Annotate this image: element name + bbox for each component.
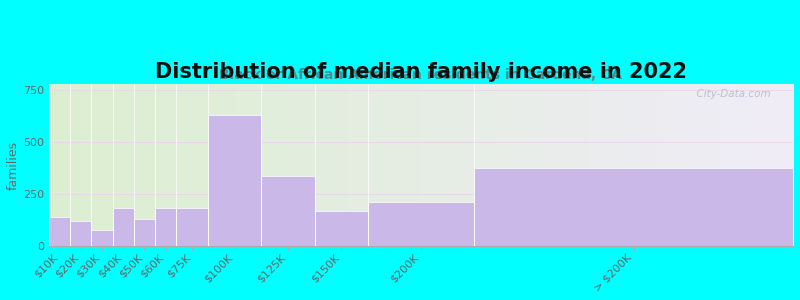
- Bar: [208, 115, 262, 246]
- Title: Distribution of median family income in 2022: Distribution of median family income in …: [155, 62, 687, 82]
- Bar: [134, 219, 155, 246]
- Text: City-Data.com: City-Data.com: [690, 89, 770, 99]
- Bar: [113, 208, 134, 246]
- Text: Black or African American residents in Gardena, CA: Black or African American residents in G…: [219, 68, 622, 83]
- Bar: [176, 208, 208, 246]
- Y-axis label: families: families: [7, 141, 20, 190]
- Bar: [368, 202, 474, 246]
- Bar: [155, 208, 176, 246]
- Bar: [91, 230, 113, 246]
- Bar: [314, 211, 368, 246]
- Bar: [70, 221, 91, 246]
- Bar: [262, 176, 314, 246]
- Bar: [49, 217, 70, 246]
- Bar: [474, 168, 793, 246]
